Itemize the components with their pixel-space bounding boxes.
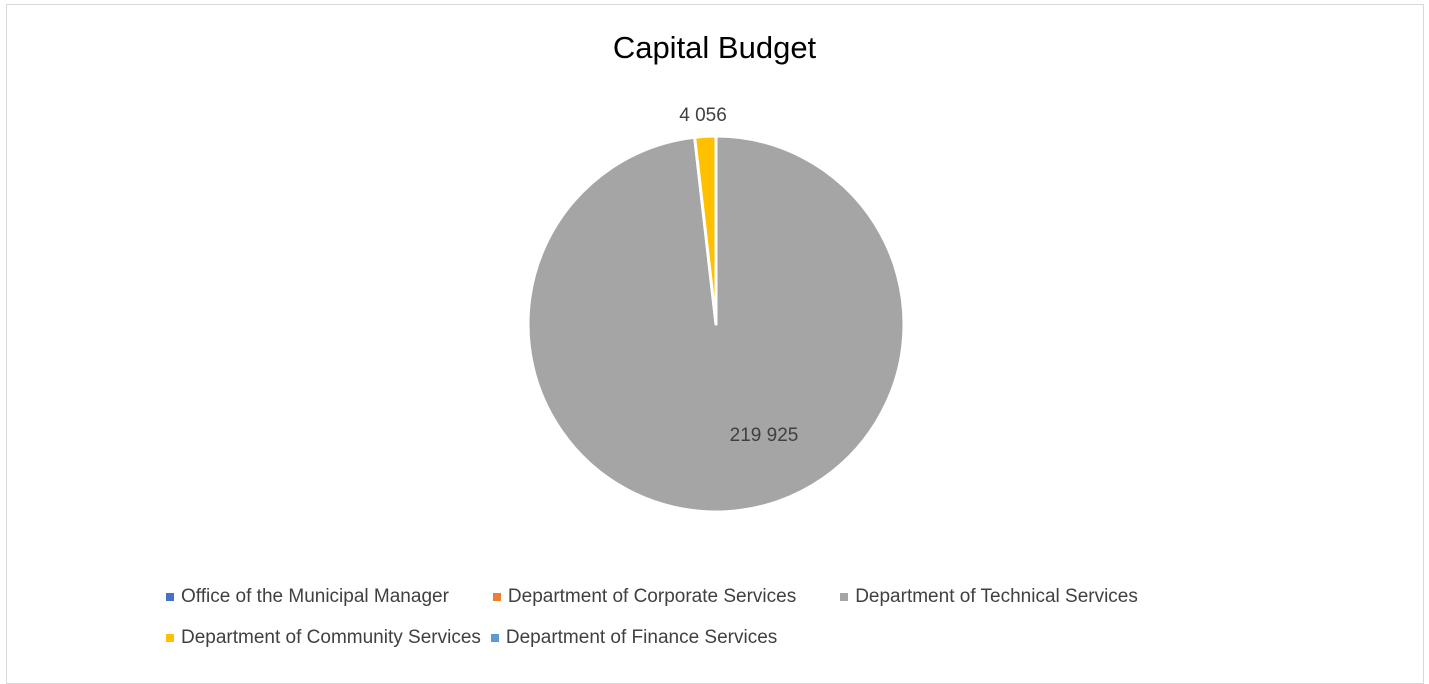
pie-data-labels: 4 056 219 925	[679, 105, 798, 446]
legend-item-finance-services: Department of Finance Services	[490, 627, 778, 649]
legend-item-technical-services: Department of Technical Services	[840, 586, 1138, 608]
legend-label: Department of Technical Services	[855, 586, 1138, 607]
legend-item-corporate-services: Department of Corporate Services	[492, 586, 797, 608]
legend-label: Office of the Municipal Manager	[181, 586, 449, 607]
pie-slice-department-of-community-services	[693, 134, 718, 326]
legend-label: Department of Corporate Services	[507, 586, 797, 607]
chart-title: Capital Budget	[612, 30, 817, 65]
legend-row-1: Office of the Municipal Manager Departme…	[166, 586, 1138, 608]
legend-swatch	[490, 634, 499, 642]
legend-label: Department of Finance Services	[505, 627, 778, 648]
legend-row-2: Department of Community Services Departm…	[166, 627, 777, 649]
data-label-community-services: 4 056	[679, 105, 727, 126]
legend-item-community-services: Department of Community Services	[166, 627, 481, 649]
legend-item-municipal-manager: Office of the Municipal Manager	[166, 586, 449, 608]
legend-swatch	[166, 593, 174, 601]
legend-swatch	[492, 593, 501, 601]
data-label-technical-services: 219 925	[730, 425, 799, 446]
pie-slices	[526, 134, 906, 514]
legend-label: Department of Community Services	[181, 627, 481, 648]
legend-swatch	[166, 634, 174, 642]
legend-swatch	[840, 593, 849, 601]
